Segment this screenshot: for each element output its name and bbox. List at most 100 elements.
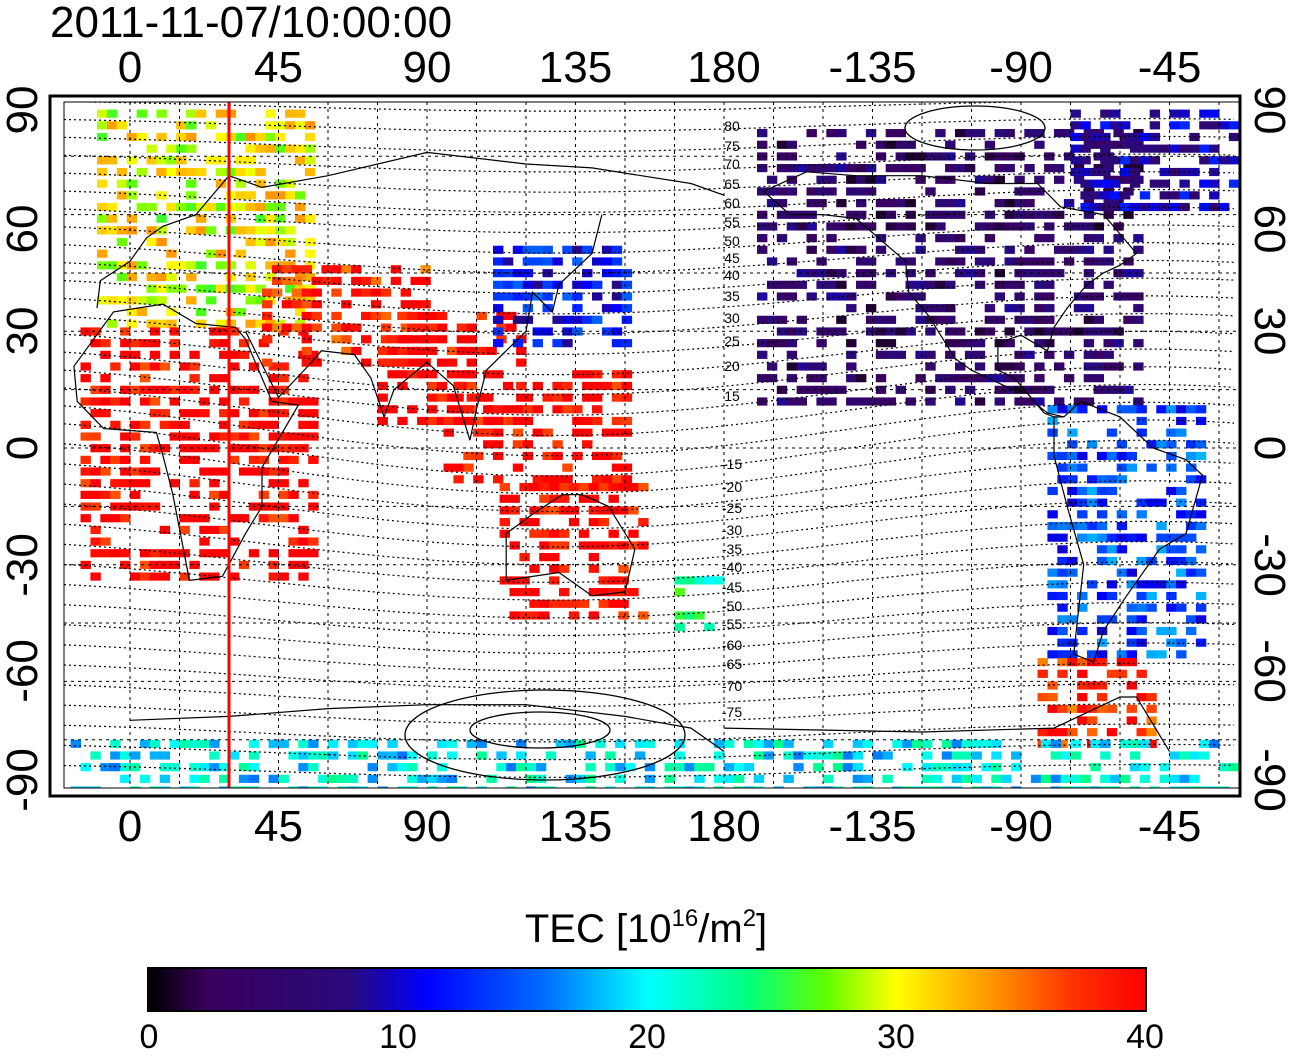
contour-label: -70 bbox=[722, 678, 742, 694]
contour-label: -15 bbox=[722, 456, 742, 472]
contour-label: 20 bbox=[724, 358, 740, 374]
magnetic-contour bbox=[64, 601, 1235, 637]
tec-region-southeast-asia bbox=[443, 370, 633, 484]
colorbar-title-text: TEC [10 bbox=[524, 907, 672, 951]
magnetic-contour bbox=[64, 206, 1235, 234]
colorbar-tick-label: 0 bbox=[139, 1018, 159, 1056]
colorbar-tick-label: 30 bbox=[877, 1018, 915, 1056]
tick-top-label: -135 bbox=[828, 43, 917, 92]
coastlines bbox=[73, 151, 1204, 752]
magnetic-contour bbox=[64, 480, 1235, 530]
colorbar bbox=[147, 967, 1147, 1012]
magnetic-contour bbox=[64, 171, 1235, 193]
magnetic-contour bbox=[64, 242, 1235, 274]
contour-label: 75 bbox=[724, 138, 740, 154]
magnetic-contour bbox=[64, 224, 1235, 254]
magnetic-contour bbox=[64, 383, 1235, 437]
tick-right-label: 0 bbox=[1245, 435, 1292, 461]
contour-label: 40 bbox=[724, 267, 740, 283]
magnetic-contour bbox=[64, 295, 1235, 335]
tick-bottom-label: 45 bbox=[254, 802, 303, 851]
contour-label: 50 bbox=[724, 233, 740, 249]
tick-bottom-label: 0 bbox=[117, 802, 143, 851]
magnetic-contour bbox=[64, 581, 1235, 619]
tick-left-label: -30 bbox=[0, 533, 47, 597]
magnetic-contour bbox=[64, 540, 1235, 584]
contour-label: -50 bbox=[722, 598, 742, 614]
tick-top-label: 135 bbox=[538, 43, 613, 92]
tick-bottom-label: -135 bbox=[828, 802, 917, 851]
magnetic-contour bbox=[64, 561, 1235, 601]
tec-region-middle-east bbox=[262, 265, 431, 367]
magnetic-contour bbox=[64, 419, 1235, 477]
magnetic-contour bbox=[64, 459, 1235, 513]
magnetic-contour bbox=[64, 330, 1235, 376]
magnetic-latitude-contours bbox=[64, 102, 1235, 781]
pole-contour bbox=[904, 105, 1046, 151]
contour-label: -40 bbox=[722, 559, 742, 575]
tick-bottom-label: -90 bbox=[989, 802, 1053, 851]
magnetic-contour bbox=[64, 312, 1235, 356]
colorbar-tick-label: 10 bbox=[379, 1018, 417, 1056]
coastline bbox=[763, 171, 1138, 418]
tec-region-africa bbox=[80, 327, 319, 581]
contour-label: 55 bbox=[724, 214, 740, 230]
magnetic-contour bbox=[64, 520, 1235, 566]
coastline bbox=[129, 696, 1171, 752]
colorbar-tick-label: 20 bbox=[628, 1018, 666, 1056]
contour-label: 25 bbox=[724, 333, 740, 349]
coastline bbox=[763, 190, 1064, 418]
tick-top-label: -45 bbox=[1137, 43, 1202, 92]
magnetic-contour bbox=[64, 153, 1235, 173]
contour-label: -25 bbox=[722, 500, 742, 516]
colorbar-tick-label: 40 bbox=[1126, 1018, 1164, 1056]
contour-label: 35 bbox=[724, 288, 740, 304]
tick-right-label: -30 bbox=[1245, 533, 1292, 597]
contour-label: 15 bbox=[724, 388, 740, 404]
tick-bottom-label: 135 bbox=[538, 802, 613, 851]
tick-left-label: -90 bbox=[0, 748, 47, 812]
coastline bbox=[96, 151, 725, 309]
colorbar-title: TEC [1016/m2] bbox=[0, 904, 1292, 954]
tick-right-label: -90 bbox=[1245, 748, 1292, 812]
magnetic-contour bbox=[64, 642, 1235, 672]
tick-left-label: 90 bbox=[0, 85, 47, 135]
colorbar-title-close: ] bbox=[756, 907, 768, 951]
tec-data-layer bbox=[70, 109, 1240, 788]
contour-label: 80 bbox=[724, 118, 740, 134]
pole-contour bbox=[469, 711, 611, 749]
tec-region-patagonia bbox=[1037, 658, 1157, 748]
contour-label: -60 bbox=[722, 637, 742, 653]
lat-lon-grid bbox=[64, 102, 1240, 788]
tick-bottom-label: -45 bbox=[1137, 802, 1202, 851]
tec-region-new-zealand bbox=[674, 576, 725, 632]
contour-label: 45 bbox=[724, 250, 740, 266]
magnetic-contour bbox=[64, 622, 1235, 654]
colorbar-title-unit: /m bbox=[698, 907, 743, 951]
magnetic-contour bbox=[64, 439, 1235, 495]
magnetic-contour bbox=[64, 764, 1235, 778]
contour-label: -35 bbox=[722, 541, 742, 557]
tick-top-label: 90 bbox=[402, 43, 452, 92]
magnetic-contour bbox=[64, 500, 1235, 548]
colorbar-title-exponent: 16 bbox=[671, 905, 699, 932]
magnetic-contour bbox=[64, 723, 1235, 743]
contour-label: 65 bbox=[724, 176, 740, 192]
tick-top-label: -90 bbox=[989, 43, 1053, 92]
contour-label: -20 bbox=[722, 479, 742, 495]
magnetic-contour bbox=[64, 102, 1234, 112]
tick-right-label: 90 bbox=[1245, 85, 1292, 135]
contour-label: 30 bbox=[724, 310, 740, 326]
magnetic-contour bbox=[64, 259, 1235, 295]
coastline bbox=[244, 214, 603, 441]
tec-region-south-america bbox=[1047, 405, 1207, 659]
contour-label: -45 bbox=[722, 579, 742, 595]
magnetic-contour bbox=[64, 277, 1235, 315]
magnetic-contour bbox=[64, 366, 1235, 416]
tick-left-label: 0 bbox=[0, 435, 47, 461]
tick-right-label: -60 bbox=[1245, 639, 1292, 703]
tick-top-label: 45 bbox=[254, 43, 303, 92]
plot-inner-frame bbox=[63, 101, 1241, 789]
coastline bbox=[73, 303, 300, 581]
magnetic-contour bbox=[64, 188, 1235, 214]
